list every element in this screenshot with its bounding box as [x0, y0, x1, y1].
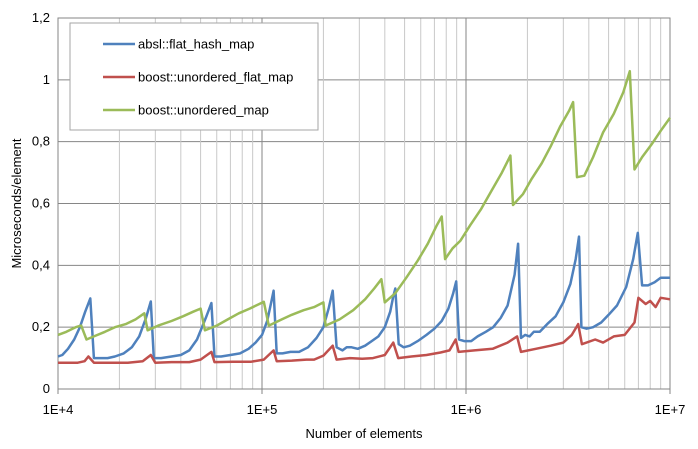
- series-line-2: [58, 296, 671, 364]
- y-tick-label: 0: [43, 381, 50, 396]
- y-tick-label: 0,8: [32, 134, 50, 149]
- series-group: [57, 69, 672, 364]
- series-line-1: [57, 231, 670, 360]
- legend-label: boost::unordered_map: [138, 103, 269, 118]
- legend-label: boost::unordered_flat_map: [138, 70, 293, 85]
- legend: absl::flat_hash_mapboost::unordered_flat…: [69, 22, 319, 131]
- y-tick-label: 1: [43, 72, 50, 87]
- x-tick-label: 1E+5: [247, 402, 278, 417]
- x-tick-label: 1E+4: [43, 402, 74, 417]
- x-tick-label: 1E+7: [655, 402, 686, 417]
- x-tick-label: 1E+6: [451, 402, 482, 417]
- y-axis-title: Microseconds/element: [9, 138, 24, 268]
- tick-labels: 0 0,2 0,4 0,6 0,8 1 1,2 1E+4 1E+5 1E+6 1E+7: [32, 10, 685, 417]
- series-line-3: [57, 69, 672, 341]
- plot-border: [57, 17, 671, 390]
- y-tick-label: 0,2: [32, 319, 50, 334]
- legend-label: absl::flat_hash_map: [138, 37, 254, 52]
- y-tick-label: 0,4: [32, 257, 50, 272]
- y-tick-label: 0,6: [32, 196, 50, 211]
- x-axis-title: Number of elements: [305, 426, 423, 441]
- y-tick-label: 1,2: [32, 10, 50, 25]
